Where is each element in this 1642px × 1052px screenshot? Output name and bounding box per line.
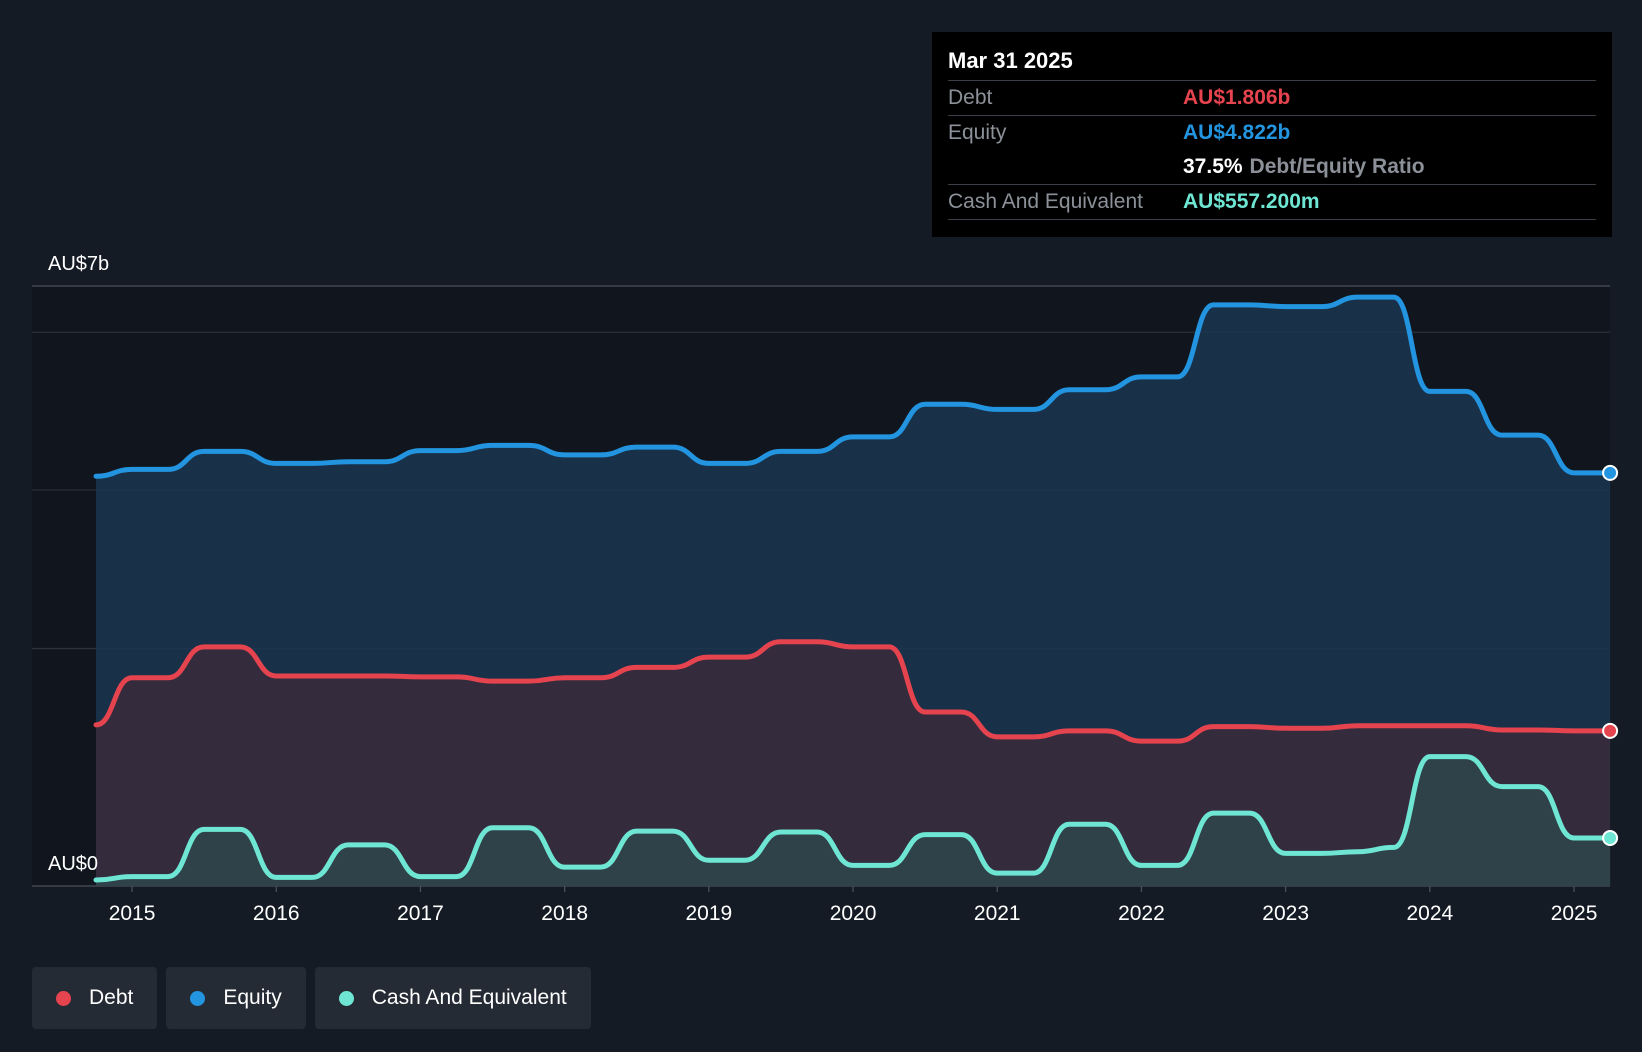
series-end-markers (1602, 464, 1619, 846)
end-marker-equity (1602, 464, 1619, 481)
line-debt (93, 639, 1613, 744)
tooltip-ratio-value: 37.5% (1183, 155, 1243, 178)
series-areas (96, 297, 1611, 887)
x-axis-ticks: 2015 2016 2017 2018 2019 2020 2021 2022 2023 2024… (109, 886, 1598, 925)
y-axis-bottom-label: AU$0 (48, 853, 98, 875)
line-equity (93, 294, 1613, 479)
series-lines (93, 294, 1613, 883)
x-tick-label: 2023 (1262, 902, 1309, 925)
legend-label-equity: Equity (223, 986, 282, 1009)
x-tick-label: 2021 (974, 902, 1021, 925)
tooltip-equity-value: AU$4.822b (1183, 121, 1291, 144)
x-tick-label: 2018 (541, 902, 588, 925)
legend-label-cash: Cash And Equivalent (371, 986, 567, 1009)
tooltip-cash-label: Cash And Equivalent (948, 190, 1143, 213)
x-tick-label: 2017 (397, 902, 444, 925)
legend-dot-equity-icon (190, 990, 206, 1006)
legend: Debt Equity Cash And Equivalent (32, 967, 591, 1029)
tooltip-cash-value: AU$557.200m (1183, 190, 1320, 213)
x-tick-label: 2022 (1118, 902, 1165, 925)
x-tick-label: 2024 (1406, 902, 1453, 925)
y-axis-top-label: AU$7b (48, 253, 109, 275)
end-marker-cash (1602, 830, 1619, 846)
tooltip-ratio-label: Debt/Equity Ratio (1249, 155, 1425, 178)
x-tick-label: 2016 (253, 902, 300, 925)
tooltip-row-ratio: 37.5% Debt/Equity Ratio (948, 150, 1596, 184)
tooltip-debt-value: AU$1.806b (1183, 86, 1291, 109)
tooltip-row-debt: Debt AU$1.806b (948, 80, 1596, 115)
tooltip-debt-label: Debt (948, 86, 993, 109)
x-tick-label: 2020 (830, 902, 877, 925)
legend-item-equity[interactable]: Equity (166, 967, 306, 1029)
tooltip-row-cash: Cash And Equivalent AU$557.200m (948, 184, 1596, 219)
x-tick-label: 2019 (685, 902, 732, 925)
tooltip-row-equity: Equity AU$4.822b (948, 115, 1596, 150)
legend-item-debt[interactable]: Debt (32, 967, 158, 1029)
legend-dot-cash-icon (338, 990, 354, 1006)
x-tick-label: 2025 (1551, 902, 1598, 925)
tooltip-date: Mar 31 2025 (948, 48, 1073, 73)
tooltip-divider (948, 219, 1596, 221)
tooltip-panel: Mar 31 2025 Debt AU$1.806b Equity AU$4.8… (932, 32, 1612, 237)
legend-label-debt: Debt (89, 986, 134, 1009)
end-marker-debt (1602, 722, 1619, 739)
x-tick-label: 2015 (109, 902, 156, 925)
legend-item-cash[interactable]: Cash And Equivalent (314, 967, 591, 1029)
tooltip-equity-label: Equity (948, 121, 1007, 144)
legend-dot-debt-icon (56, 990, 71, 1006)
line-cash (93, 754, 1613, 883)
